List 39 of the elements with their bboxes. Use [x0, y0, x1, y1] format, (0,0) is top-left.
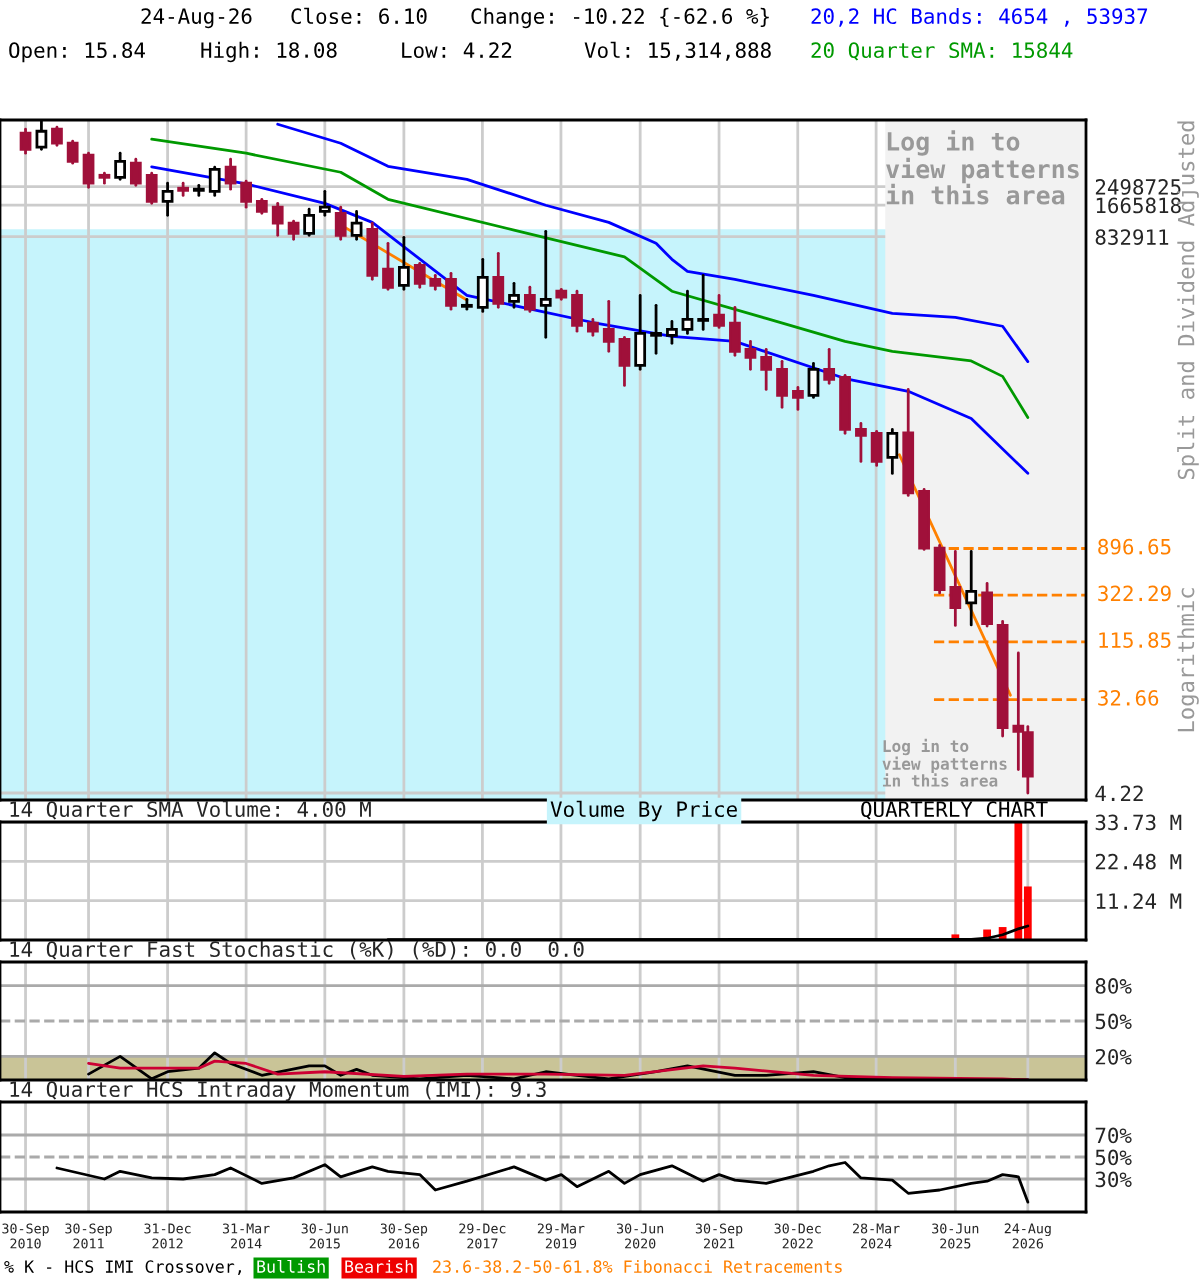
text: 24-Aug-26	[141, 8, 252, 29]
text: Bearish	[345, 1259, 413, 1273]
text: Logarithmic	[1177, 588, 1199, 732]
text: Vol: 15,314,888	[584, 41, 771, 61]
annotation: Log in to view patterns in this area	[882, 738, 1007, 787]
text: Volume By Price	[550, 800, 737, 822]
y-tick-label: 4.22	[1095, 785, 1143, 801]
y-tick-label: 22.48 M	[1095, 853, 1182, 870]
y-tick-label: 50%	[1095, 1013, 1132, 1030]
y-tick-label: 20%	[1095, 1048, 1132, 1065]
text: High: 18.08	[201, 41, 337, 63]
y-tick-label: 11.24 M	[1096, 893, 1182, 909]
y-tick-label: 50%	[1095, 1149, 1132, 1166]
text: QUARTERLY CHART	[861, 801, 1048, 820]
chart-title: 14 Quarter SMA Volume: 4.00 M	[10, 800, 371, 820]
ref-line-label: 322.29	[1098, 585, 1171, 602]
text: Split and Dividend Adjusted	[1177, 121, 1199, 480]
text: 23.6-38.2-50-61.8% Fibonacci Retracements	[433, 1259, 842, 1273]
text: Bullish	[257, 1259, 325, 1273]
y-tick-label: 70%	[1095, 1127, 1132, 1144]
ref-line-label: 115.85	[1099, 632, 1171, 648]
annotation: Log in to view patterns in this area	[886, 130, 1079, 205]
y-tick-label: 33.73 M	[1095, 814, 1182, 831]
text: 20,2 HC Bands: 4654 , 53937	[811, 7, 1148, 27]
text: 20 Quarter SMA: 15844	[811, 42, 1073, 61]
y-tick-label: 1665818	[1096, 197, 1181, 214]
chart-title: 14 Quarter Fast Stochastic (%K) (%D): 0.0 0.0	[10, 940, 584, 960]
text: % K - HCS IMI Crossover,	[4, 1260, 241, 1275]
y-tick-label: 2498725	[1095, 179, 1181, 195]
text: Low: 4.22	[402, 42, 512, 59]
text: Open: 15.84	[9, 42, 145, 63]
text: Close: 6.10	[291, 7, 427, 25]
y-tick-label: 30%	[1095, 1171, 1132, 1188]
y-tick-label: 832911	[1095, 229, 1169, 245]
ref-line-label: 32.66	[1098, 689, 1159, 706]
ref-line-label: 896.65	[1098, 538, 1171, 555]
chart-title: 14 Quarter HCS Intraday Momentum (IMI): 9.3	[10, 1080, 546, 1102]
text: Change: -10.22 {-62.6 %}	[471, 7, 769, 29]
y-tick-label: 80%	[1095, 978, 1132, 994]
